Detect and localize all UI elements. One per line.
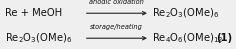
Text: Re + MeOH: Re + MeOH — [5, 8, 62, 18]
Text: anodic oxidation: anodic oxidation — [89, 0, 144, 5]
Text: Re$_2$O$_3$(OMe)$_6$: Re$_2$O$_3$(OMe)$_6$ — [5, 31, 72, 45]
Text: Re$_4$O$_6$(OMe)$_{12}$: Re$_4$O$_6$(OMe)$_{12}$ — [152, 31, 223, 45]
Text: storage/heating: storage/heating — [90, 24, 143, 30]
Text: Re$_2$O$_3$(OMe)$_6$: Re$_2$O$_3$(OMe)$_6$ — [152, 6, 219, 20]
Text: (1): (1) — [216, 33, 232, 43]
